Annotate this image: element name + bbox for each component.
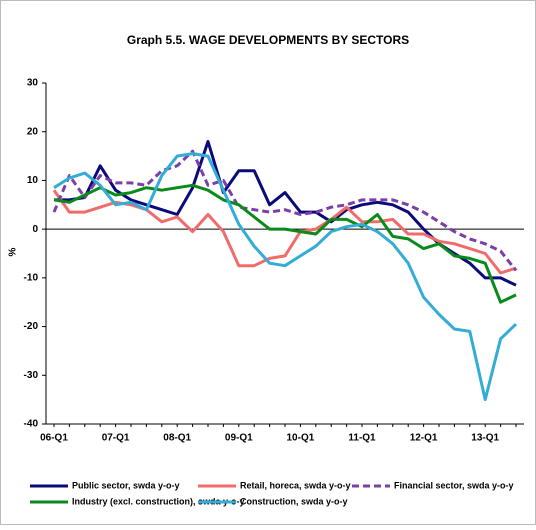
x-tick-label: 10-Q1 (287, 433, 315, 444)
series-line (52, 149, 518, 272)
y-tick-label: -10 (24, 272, 39, 283)
legend-label: Construction, swda y-o-y (240, 496, 348, 506)
x-tick-label: 12-Q1 (410, 433, 438, 444)
series-line (53, 183, 517, 304)
y-tick-label: 30 (27, 78, 39, 89)
x-tick-label: 07-Q1 (102, 433, 130, 444)
y-tick-label: 20 (27, 126, 39, 137)
legend-label: Industry (excl. construction), swda y-o-… (72, 496, 245, 506)
x-tick-label: 11-Q1 (348, 433, 376, 444)
legend-label: Retail, horeca, swda y-o-y (240, 480, 351, 490)
legend-label: Financial sector, swda y-o-y (394, 480, 514, 490)
x-tick-label: 09-Q1 (225, 433, 253, 444)
y-tick-label: -30 (24, 370, 39, 381)
legend-label: Public sector, swda y-o-y (72, 480, 180, 490)
series-line (52, 189, 517, 275)
y-tick-label: 10 (27, 175, 39, 186)
chart-title: Graph 5.5. WAGE DEVELOPMENTS BY SECTORS (127, 33, 409, 47)
y-tick-label: 0 (32, 224, 38, 235)
y-tick-label: -40 (24, 419, 39, 430)
x-tick-label: 06-Q1 (40, 433, 68, 444)
series-line (53, 152, 518, 402)
y-tick-label: -20 (24, 321, 39, 332)
y-axis-label: % (8, 247, 19, 256)
x-tick-label: 08-Q1 (163, 433, 191, 444)
x-tick-label: 13-Q1 (471, 433, 499, 444)
